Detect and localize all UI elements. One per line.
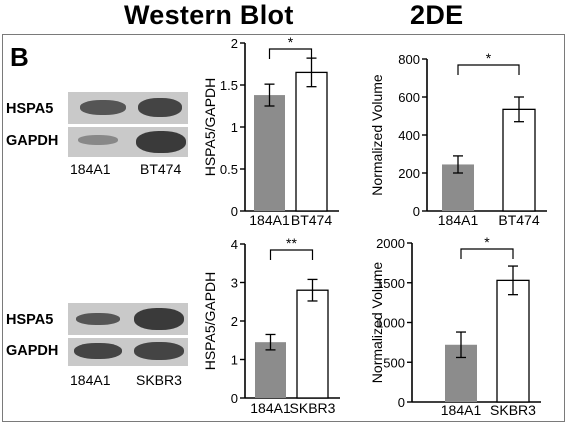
bar-chart-volume-bt474: 0 200 400 600 800 Normalized Volume 184A1 BT474… (369, 50, 547, 228)
significance-marker: * (288, 34, 294, 50)
y-axis-label: Normalized Volume (369, 262, 385, 384)
x-category-label: BT474 (291, 212, 332, 228)
blot-row-label: HSPA5 (6, 101, 54, 117)
y-tick-label: 500 (383, 355, 405, 370)
y-tick-label: 2 (231, 314, 238, 329)
significance-marker: * (486, 50, 492, 66)
x-category-label: 184A1 (441, 402, 482, 418)
blot-image-gapdh (68, 127, 188, 157)
significance-marker: ** (286, 235, 297, 251)
y-axis-label: HSPA5/GAPDH (202, 78, 218, 177)
blot-image-hspa5 (68, 92, 188, 124)
y-tick-label: 0 (231, 204, 238, 219)
western-blot-title: Western Blot (124, 0, 294, 30)
bar-chart-hspa5-bt474: 0 0.5 1 1.5 2 HSPA5/GAPDH 184A1 BT474 * (202, 34, 339, 228)
panel-frame (2, 34, 565, 422)
y-tick-label: 400 (398, 128, 420, 143)
blot-lane-label: SKBR3 (136, 372, 182, 388)
y-tick-label: 1500 (376, 276, 405, 291)
y-tick-label: 2 (231, 36, 238, 51)
y-tick-label: 600 (398, 90, 420, 105)
x-category-label: 184A1 (249, 212, 290, 228)
significance-bracket (460, 248, 514, 259)
blot-lane-label: 184A1 (70, 372, 111, 388)
y-tick-label: 0 (231, 391, 238, 406)
bar-184a1 (254, 95, 285, 211)
panel-letter: B (10, 42, 29, 72)
blot-lane-label: BT474 (140, 161, 182, 177)
bar-skbr3 (496, 279, 530, 403)
blot-row-label: HSPA5 (6, 312, 54, 328)
y-tick-label: 0 (398, 395, 405, 410)
blot-row-label: GAPDH (6, 343, 59, 359)
y-tick-label: 4 (231, 237, 238, 252)
blot-lane-label: 184A1 (70, 161, 111, 177)
y-tick-label: 3 (231, 276, 238, 291)
bar-bt474 (502, 108, 536, 212)
significance-bracket (457, 64, 520, 75)
bar-skbr3 (296, 289, 329, 399)
y-axis-label: HSPA5/GAPDH (202, 272, 218, 371)
y-tick-label: 1.5 (220, 78, 238, 93)
y-tick-label: 1000 (376, 316, 405, 331)
y-tick-label: 1 (231, 353, 238, 368)
y-tick-label: 0.5 (220, 162, 238, 177)
significance-marker: * (484, 234, 490, 250)
significance-bracket (268, 48, 313, 59)
y-tick-label: 800 (398, 52, 420, 67)
y-axis-label: Normalized Volume (369, 74, 385, 196)
y-tick-label: 0 (413, 204, 420, 219)
y-tick-label: 1 (231, 120, 238, 135)
x-category-label: 184A1 (250, 400, 291, 416)
bar-bt474 (295, 71, 328, 212)
blot-row-label: GAPDH (6, 133, 59, 149)
2de-title: 2DE (410, 0, 464, 30)
blot-image-gapdh (68, 338, 188, 366)
x-category-label: SKBR3 (290, 400, 336, 416)
bar-chart-volume-skbr3: 0 500 1000 1500 2000 Normalized Volume 184A1 SK… (369, 234, 541, 418)
y-tick-label: 2000 (376, 236, 405, 251)
y-tick-label: 200 (398, 166, 420, 181)
x-category-label: 184A1 (438, 212, 479, 228)
significance-bracket (269, 249, 314, 260)
x-category-label: BT474 (498, 212, 539, 228)
bar-184a1 (255, 342, 286, 398)
blot-image-hspa5 (68, 303, 188, 335)
x-category-label: SKBR3 (490, 402, 536, 418)
